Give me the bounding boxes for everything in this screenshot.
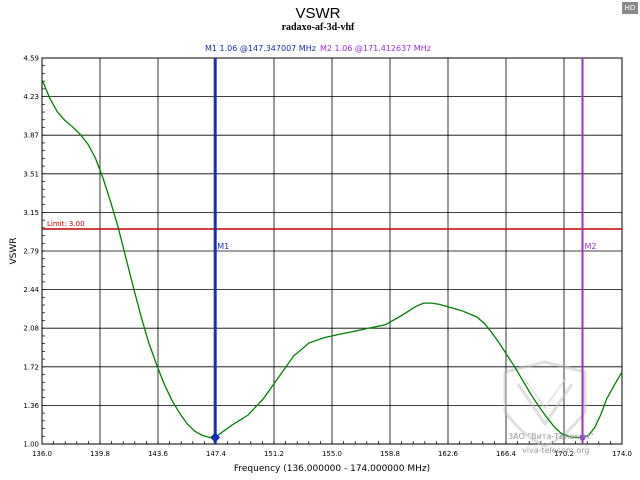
x-tick-label: 139.8 [90, 450, 110, 458]
x-tick-label: 170.2 [554, 450, 574, 458]
marker-m1-legend: M1 1.06 @147.347007 MHz [205, 44, 316, 53]
y-tick-label: 2.44 [23, 286, 39, 294]
limit-label: Limit: 3.00 [47, 220, 85, 228]
y-tick-label: 3.15 [23, 209, 39, 217]
x-tick-label: 174.0 [612, 450, 632, 458]
x-tick-label: 147.4 [206, 450, 227, 458]
y-tick-label: 1.72 [23, 363, 39, 371]
y-tick-labels: 1.00 1.36 1.72 2.08 2.44 2.79 3.15 3.51 3.87 4.23… [23, 55, 39, 449]
chart-subtitle: radaxo-af-3d-vhf [282, 22, 355, 33]
y-tick-label: 1.00 [23, 441, 39, 449]
marker-m2-legend: M2 1.06 @171.412637 MHz [320, 44, 431, 53]
x-tick-label: 151.2 [264, 450, 284, 458]
x-tick-label: 143.6 [148, 450, 169, 458]
marker-m2-label: M2 [585, 242, 597, 251]
y-axis-label: VSWR [9, 237, 19, 264]
tick-marks [41, 57, 623, 445]
y-tick-label: 4.23 [23, 93, 39, 101]
x-tick-labels: 136.0 139.8 143.6 147.4 151.2 155.0 158.8 162.6… [32, 450, 632, 458]
x-tick-label: 155.0 [322, 450, 342, 458]
marker-m1-label: M1 [217, 242, 229, 251]
watermark-company: ЗАО "Вита-Телеком" [508, 432, 594, 441]
y-tick-label: 3.87 [23, 132, 39, 140]
watermark-logo [503, 360, 587, 448]
hd-badge[interactable]: HD [622, 2, 638, 14]
y-tick-label: 1.36 [23, 402, 39, 410]
x-axis-label: Frequency (136.000000 - 174.000000 MHz) [234, 464, 430, 474]
y-tick-label: 4.59 [23, 55, 39, 63]
x-tick-label: 158.8 [380, 450, 400, 458]
y-tick-label: 3.51 [23, 170, 39, 178]
marker-m2-point[interactable] [579, 434, 586, 441]
y-tick-label: 2.08 [23, 325, 39, 333]
vswr-series-line [41, 79, 623, 439]
x-tick-label: 162.6 [438, 450, 459, 458]
y-tick-label: 2.79 [23, 248, 39, 256]
grid-lines [41, 57, 623, 445]
x-tick-label: 136.0 [32, 450, 52, 458]
chart-title: VSWR [296, 5, 341, 22]
marker-m1-point[interactable] [210, 432, 221, 443]
x-tick-label: 166.4 [496, 450, 517, 458]
watermark-url: viva-telecom.org [522, 446, 589, 455]
